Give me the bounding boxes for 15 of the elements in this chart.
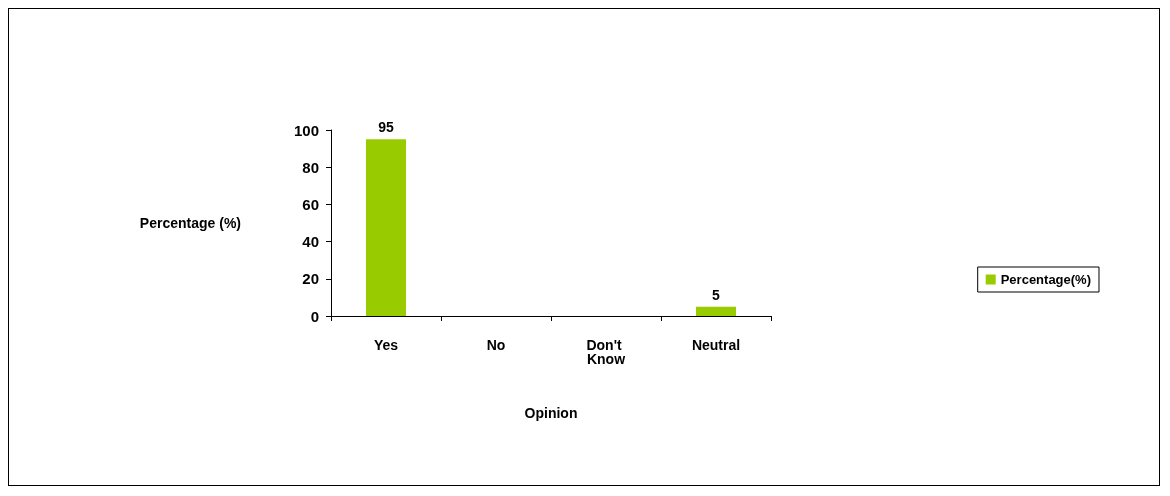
y-axis-title: Percentage (%) [139, 215, 241, 231]
data-label: 5 [712, 286, 721, 303]
x-tick-label: Don't Know [586, 337, 626, 367]
x-tick-label: Yes [373, 337, 399, 353]
data-label: 95 [378, 119, 394, 136]
x-axis-title: Opinion [524, 405, 578, 421]
y-tick-label: 100 [293, 121, 319, 139]
y-tick-label: 80 [302, 158, 319, 176]
y-tick-label: 0 [310, 307, 319, 325]
y-tick-label: 60 [302, 195, 319, 213]
x-tick-label: Neutral [691, 337, 741, 353]
legend-label: Percentage(%) [1000, 272, 1091, 287]
x-tick-label: No [486, 337, 506, 353]
y-tick-label: 40 [302, 233, 319, 251]
y-tick-label: 20 [302, 270, 319, 288]
